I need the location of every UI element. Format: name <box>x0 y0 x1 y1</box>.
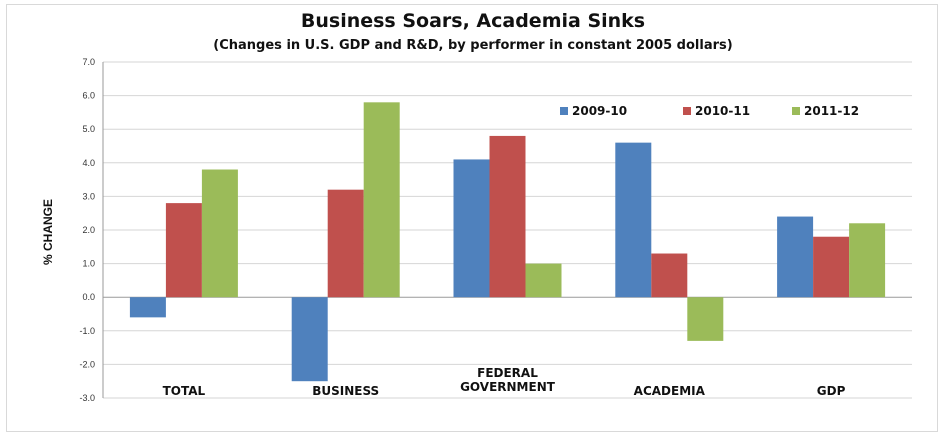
category-label: GOVERNMENT <box>460 380 556 394</box>
y-axis-label: % CHANGE <box>41 199 55 265</box>
bar-2010-11-4 <box>813 236 850 298</box>
bar-2009-10-2 <box>453 159 490 298</box>
category-label: GDP <box>817 384 846 398</box>
category-label: TOTAL <box>163 384 206 398</box>
y-tick-label: 5.0 <box>82 124 95 134</box>
chart-title: Business Soars, Academia Sinks <box>300 10 646 32</box>
legend-label: 2010-11 <box>695 104 750 118</box>
y-tick-label: 7.0 <box>82 57 95 67</box>
y-tick-label: -1.0 <box>79 326 95 336</box>
y-tick-label: 4.0 <box>82 158 95 168</box>
bar-2011-12-1 <box>363 102 400 298</box>
category-label: BUSINESS <box>312 384 379 398</box>
y-tick-label: 1.0 <box>82 259 95 269</box>
bar-2011-12-0 <box>201 169 238 298</box>
bar-2010-11-2 <box>489 135 526 298</box>
y-tick-label: -2.0 <box>79 359 95 369</box>
bar-2009-10-4 <box>777 216 814 298</box>
y-tick-label: 2.0 <box>82 225 95 235</box>
legend-swatch-2010-11 <box>683 107 691 115</box>
category-label: FEDERAL <box>477 366 538 380</box>
category-label: ACADEMIA <box>634 384 706 398</box>
legend-label: 2011-12 <box>804 104 859 118</box>
bar-2009-10-3 <box>615 142 652 298</box>
y-tick-labels: 7.0 6.0 5.0 4.0 3.0 2.0 1.0 0.0 -1.0 -2.0 -3.0 <box>79 57 95 403</box>
chart-subtitle: (Changes in U.S. GDP and R&D, by perform… <box>213 38 733 53</box>
legend-swatch-2009-10 <box>560 107 568 115</box>
bar-2011-12-2 <box>525 263 562 298</box>
bar-2010-11-0 <box>165 203 202 298</box>
bar-2010-11-3 <box>651 253 688 298</box>
y-tick-label: 0.0 <box>82 292 95 302</box>
y-tick-label: -3.0 <box>79 393 95 403</box>
bar-2009-10-1 <box>291 297 328 382</box>
bar-2011-12-3 <box>687 297 724 341</box>
bars <box>129 102 886 382</box>
bar-2010-11-1 <box>327 189 364 298</box>
legend-label: 2009-10 <box>572 104 627 118</box>
y-tick-label: 3.0 <box>82 191 95 201</box>
bar-2011-12-4 <box>849 223 886 298</box>
legend: 2009-10 2010-11 2011-12 <box>560 104 859 118</box>
bar-2009-10-0 <box>129 297 166 318</box>
y-tick-label: 6.0 <box>82 91 95 101</box>
legend-swatch-2011-12 <box>792 107 800 115</box>
